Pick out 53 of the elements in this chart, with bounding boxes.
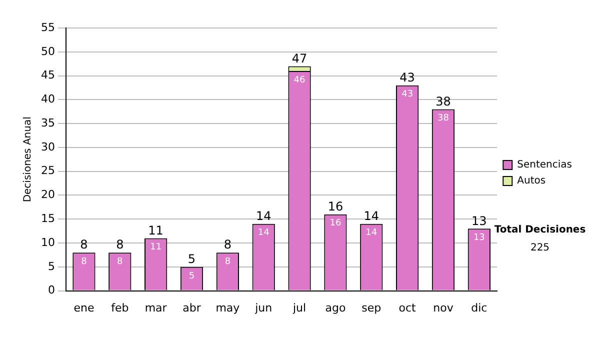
total-label: 13: [472, 214, 487, 228]
legend-label: Autos: [517, 176, 546, 187]
total-label: 43: [400, 70, 415, 84]
x-tick-label: mar: [144, 301, 168, 314]
x-tick-label: jul: [292, 301, 306, 314]
total-label: 16: [328, 199, 344, 214]
total-label: 5: [188, 252, 196, 266]
y-axis-title: Decisiones Anual: [22, 116, 34, 202]
y-tick-label: 50: [40, 44, 55, 58]
y-tick-label: 5: [48, 260, 55, 273]
total-label: 8: [80, 238, 88, 252]
total-label: 8: [224, 238, 232, 252]
total-label: 8: [116, 238, 124, 252]
total-label: 14: [256, 209, 272, 224]
total-label: 38: [436, 94, 451, 108]
data-label: 13: [473, 233, 485, 244]
total-label: 14: [364, 209, 380, 224]
data-label: 8: [81, 256, 88, 267]
y-tick-label: 35: [40, 116, 55, 130]
y-tick-label: 0: [48, 284, 55, 297]
y-tick-label: 55: [40, 20, 55, 34]
x-tick-label: ago: [325, 301, 346, 314]
data-label: 5: [188, 271, 195, 282]
data-label: 8: [117, 256, 124, 267]
y-tick-label: 15: [40, 212, 55, 225]
data-label: 8: [224, 256, 231, 267]
x-tick-label: may: [216, 301, 240, 314]
data-label: 14: [366, 228, 378, 238]
x-tick-label: dic: [471, 301, 488, 314]
data-label: 46: [294, 75, 306, 86]
y-tick-label: 20: [40, 188, 55, 202]
x-tick-label: oct: [398, 301, 417, 314]
y-tick-label: 10: [40, 236, 55, 249]
text: 225: [530, 242, 550, 254]
data-label: 11: [150, 242, 162, 253]
data-label: 16: [330, 218, 342, 229]
x-tick-label: jun: [254, 301, 272, 314]
x-tick-label: sep: [362, 301, 382, 314]
y-tick-label: 30: [40, 140, 55, 154]
data-label: 38: [438, 114, 450, 124]
y-tick-label: 25: [40, 164, 55, 178]
annotation: Total Decisiones: [494, 224, 586, 236]
x-tick-label: ene: [74, 301, 94, 314]
y-tick-label: 45: [40, 68, 55, 82]
y-tick-label: 40: [40, 92, 55, 106]
data-label: 43: [402, 90, 414, 100]
total-label: 11: [148, 223, 164, 238]
x-tick-label: abr: [182, 301, 202, 314]
total-label: 47: [292, 51, 308, 66]
x-tick-label: feb: [111, 301, 129, 314]
x-tick-label: nov: [433, 301, 454, 314]
legend-label: Sentencias: [517, 160, 572, 171]
data-label: 14: [258, 228, 270, 238]
